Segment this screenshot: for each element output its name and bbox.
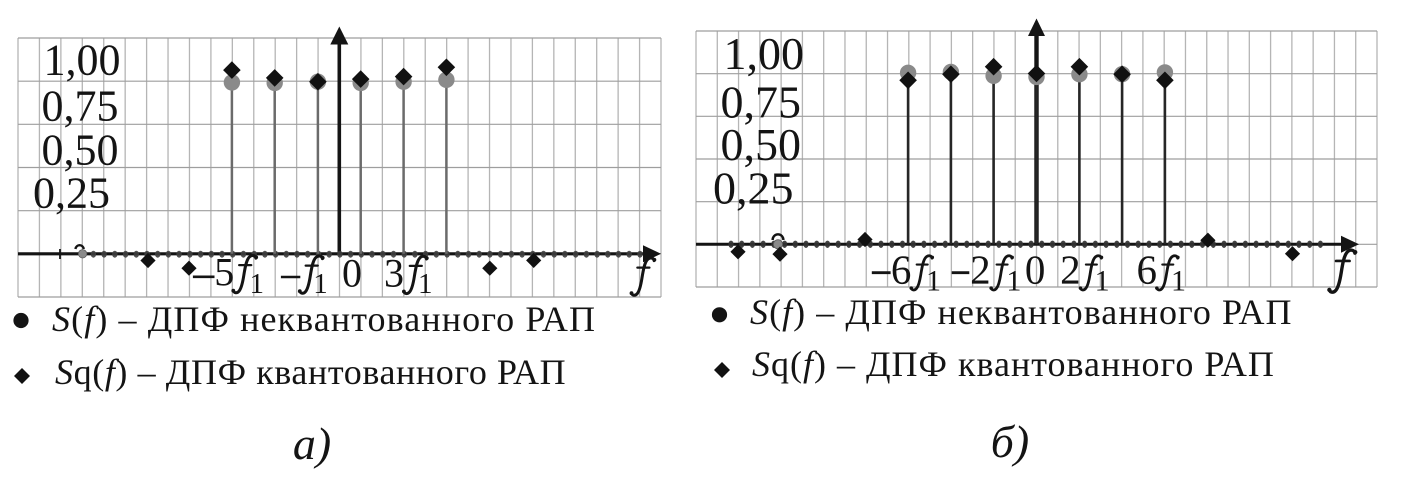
svg-text:1,00: 1,00 (44, 36, 121, 85)
svg-text:0,50: 0,50 (721, 119, 802, 170)
svg-text:1: 1 (250, 268, 265, 300)
svg-text:а): а) (293, 418, 331, 469)
svg-text:1: 1 (418, 268, 433, 300)
svg-text:Sq(f) – ДПФ квантованного РАП: Sq(f) – ДПФ квантованного РАП (752, 344, 1275, 384)
svg-text:б): б) (991, 416, 1029, 467)
svg-text:2: 2 (970, 246, 991, 292)
svg-text:1: 1 (1006, 264, 1021, 297)
svg-text:6: 6 (1137, 246, 1158, 292)
svg-text:S(f) – ДПФ неквантованного РАП: S(f) – ДПФ неквантованного РАП (52, 299, 596, 339)
svg-text:1: 1 (926, 264, 941, 297)
svg-text:1: 1 (313, 268, 328, 300)
svg-text:5: 5 (214, 250, 234, 295)
svg-text:0: 0 (1025, 246, 1046, 292)
svg-text:0,25: 0,25 (33, 169, 110, 218)
svg-text:6: 6 (891, 246, 912, 292)
svg-text:0,75: 0,75 (721, 77, 802, 128)
svg-text:0,25: 0,25 (713, 162, 794, 213)
svg-text:0,75: 0,75 (42, 82, 119, 131)
svg-text:Sq(f) – ДПФ квантованного РАП: Sq(f) – ДПФ квантованного РАП (55, 352, 566, 392)
svg-text:S(f) – ДПФ неквантованного РАП: S(f) – ДПФ неквантованного РАП (750, 292, 1293, 332)
svg-text:2: 2 (1060, 246, 1081, 292)
svg-text:1: 1 (1171, 264, 1186, 297)
svg-text:0,50: 0,50 (42, 126, 119, 175)
svg-text:0: 0 (342, 250, 362, 295)
svg-text:1: 1 (1095, 264, 1110, 297)
svg-text:3: 3 (384, 250, 404, 295)
svg-text:1,00: 1,00 (724, 28, 805, 79)
